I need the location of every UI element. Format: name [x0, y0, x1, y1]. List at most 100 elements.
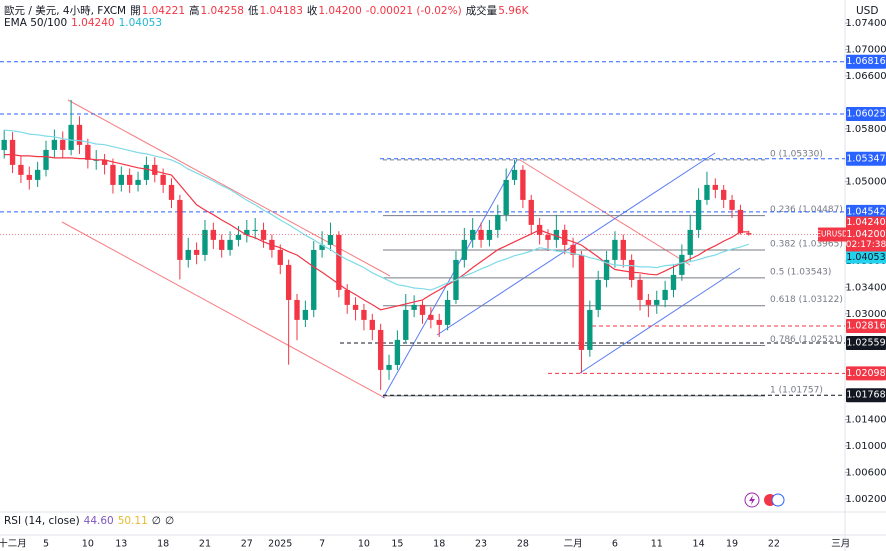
rsi-extra: ∅	[164, 515, 175, 527]
candle-body	[160, 174, 166, 185]
candle-body	[294, 299, 300, 320]
candle-body	[76, 124, 83, 145]
candle-body	[746, 233, 752, 235]
ohlc-label: 高	[189, 5, 200, 17]
candle-body	[411, 304, 417, 310]
candle-body	[595, 279, 601, 310]
candle-body	[352, 304, 359, 310]
level-label: 1.02816	[846, 320, 885, 331]
x-tick-label: 二月	[564, 539, 583, 550]
ohlc-label: 低	[247, 5, 259, 17]
symbol-header: 歐元 / 美元, 4小時, FXCM 開1.04221 高1.04258 低1.041…	[4, 3, 532, 18]
y-tick-label: 1.03400	[845, 282, 886, 293]
candle-body	[227, 239, 233, 250]
fib-label: 0.618 (1.03122)	[770, 295, 843, 305]
candle-body	[428, 314, 434, 320]
candle-body	[344, 289, 350, 305]
candle-body	[495, 214, 501, 230]
level-box	[846, 151, 886, 166]
candle-body	[737, 209, 744, 234]
fib-label: 0.236 (1.04487)	[770, 205, 843, 215]
indicator-header: EMA 50/100 1.04240 1.04053	[4, 17, 166, 29]
drawings	[61, 99, 741, 399]
candle-body	[704, 184, 710, 200]
x-tick-label: 13	[115, 539, 127, 550]
event-icon[interactable]	[771, 493, 785, 507]
candle-body	[219, 239, 225, 250]
price-label: 1.04200	[846, 229, 885, 240]
candle-body	[327, 234, 334, 245]
alert-icons	[744, 492, 785, 508]
x-tick-label: 27	[241, 539, 253, 550]
candle-body	[721, 189, 727, 200]
price-axis-bg	[845, 0, 886, 551]
candle-body	[193, 249, 200, 255]
candle-body	[603, 259, 610, 280]
fib-label: 0 (1.05330)	[770, 149, 823, 159]
candle-body	[645, 299, 652, 305]
y-tick-label: 1.01400	[845, 415, 886, 426]
candle-body	[620, 239, 626, 260]
candle-body	[143, 164, 150, 180]
x-tick-label: 28	[517, 539, 529, 550]
trend-line	[436, 152, 716, 336]
level-label: 1.02098	[846, 368, 885, 379]
x-tick-label: 15	[391, 539, 403, 550]
ohlc-value: 1.04221	[141, 5, 186, 17]
x-tick-label: 5	[43, 539, 49, 550]
fib-label: 0.786 (1.02521)	[770, 335, 843, 345]
ema-line	[4, 129, 749, 291]
rsi-value: 44.60	[83, 515, 114, 527]
x-tick-label: 21	[199, 539, 211, 550]
candle-body	[135, 179, 141, 185]
candle-body	[260, 229, 267, 240]
y-tick-label: 1.01000	[845, 441, 886, 452]
candle-body	[311, 249, 317, 310]
candle-body	[302, 309, 309, 320]
candle-body	[185, 249, 191, 260]
ema-tag	[846, 251, 886, 264]
candle-body	[34, 169, 41, 180]
y-tick-label: 1.03000	[845, 309, 886, 320]
level-box	[846, 318, 886, 333]
y-tick-label: 1.06600	[845, 71, 886, 82]
x-tick-label: 18	[433, 539, 445, 550]
candle-body	[386, 364, 392, 370]
volume-label: 成交量	[465, 5, 498, 17]
y-tick-label: 1.07400	[845, 18, 886, 29]
fib-label: 0.382 (1.03965)	[770, 240, 843, 250]
candle-body	[68, 124, 74, 150]
level-label: 1.06025	[846, 108, 885, 119]
candle-body	[729, 199, 735, 210]
candle-body	[202, 229, 208, 255]
rsi-extra: ∅	[151, 515, 161, 527]
level-label: 1.05347	[846, 153, 885, 164]
candle-body	[252, 229, 258, 231]
candle-body	[503, 179, 509, 215]
fib-label: 1 (1.01757)	[770, 385, 823, 395]
candle-body	[336, 234, 342, 290]
candle-body	[394, 339, 401, 365]
candle-body	[60, 139, 66, 150]
candle-body	[26, 174, 32, 180]
alert-glyph	[749, 495, 755, 505]
candle-body	[319, 244, 325, 250]
trend-line	[382, 159, 518, 399]
candle-body	[118, 174, 124, 185]
candle-body	[43, 149, 49, 170]
candle-body	[654, 299, 660, 305]
candle-body	[377, 329, 384, 370]
candle-body	[562, 229, 568, 245]
x-tick-label: 23	[475, 539, 487, 550]
x-tick-label: 14	[693, 539, 705, 550]
ema-tag-label: 1.04240	[846, 217, 885, 228]
y-tick-label: 1.00600	[845, 467, 886, 478]
candle-body	[101, 159, 108, 165]
indicator-value: 1.04053	[118, 17, 162, 29]
level-label: 1.01768	[846, 390, 885, 401]
ohlc-value: 1.04258	[200, 5, 244, 17]
x-tick-label: 11	[651, 539, 663, 550]
x-tick-label: 19	[726, 539, 738, 550]
y-tick-label: 1.05000	[845, 177, 886, 188]
candle-body	[85, 144, 91, 160]
